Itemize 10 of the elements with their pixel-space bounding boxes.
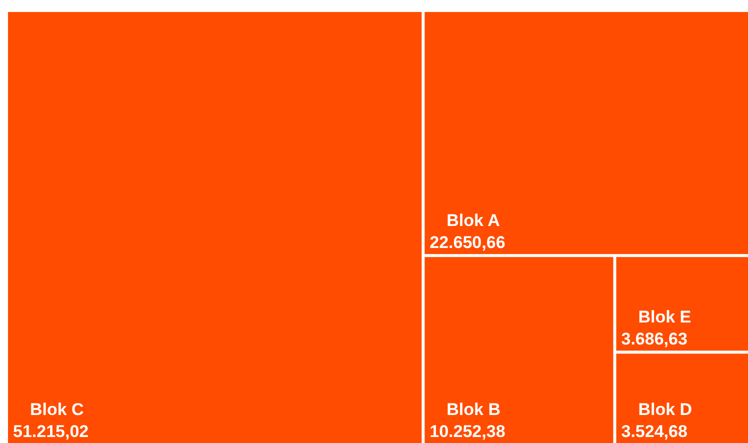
- data-label: 22.650,66: [430, 233, 506, 252]
- data-label: 3.686,63: [621, 330, 688, 349]
- data-label: 10.252,38: [430, 422, 506, 441]
- category-label: Blok D: [638, 400, 692, 419]
- category-label: Blok E: [638, 308, 692, 327]
- data-label: 3.524,68: [621, 422, 688, 441]
- category-label: Blok C: [30, 400, 84, 419]
- data-label: 51.215,02: [13, 422, 89, 441]
- category-label: Blok A: [446, 211, 500, 230]
- category-label: Blok B: [446, 400, 500, 419]
